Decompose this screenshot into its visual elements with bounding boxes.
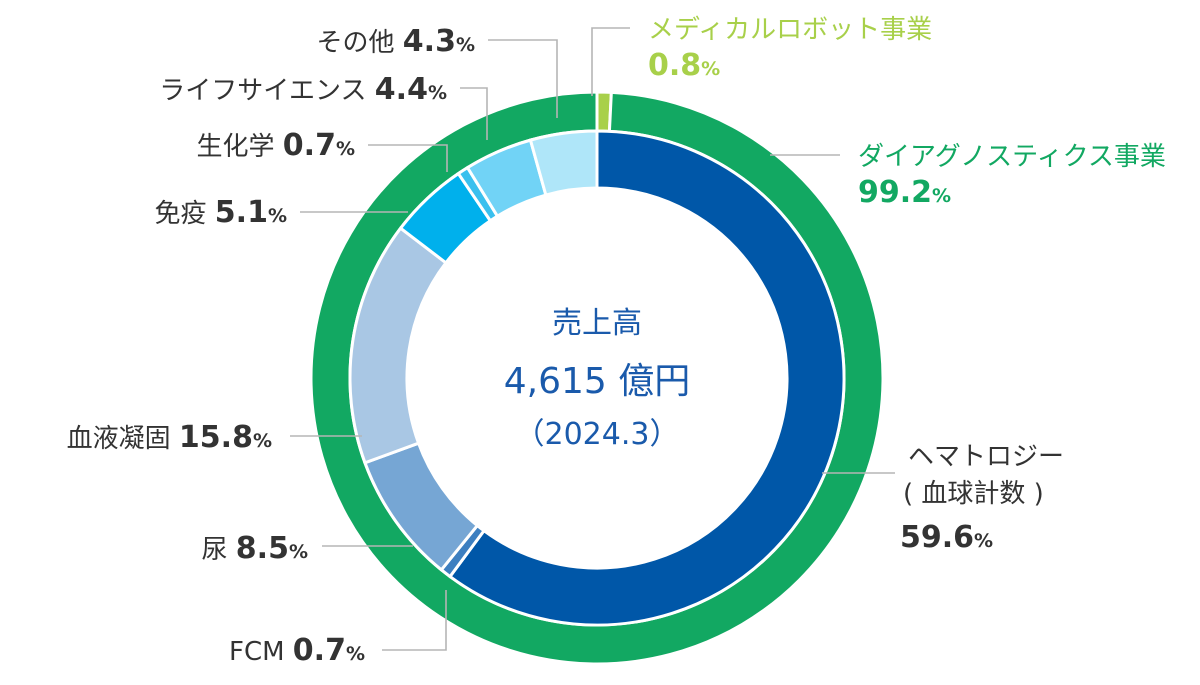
- label-fcm-name: FCM: [229, 637, 293, 667]
- label-urine-name: 尿: [202, 535, 236, 565]
- label-medical-robot-name: メディカルロボット事業: [648, 15, 932, 45]
- label-other-value: 4.3: [403, 24, 456, 59]
- label-immunology-value: 5.1: [215, 195, 268, 230]
- label-fcm: FCM 0.7%: [229, 633, 365, 668]
- center-period: （2024.3）: [515, 417, 680, 452]
- label-diagnostics-name: ダイアグノスティクス事業: [858, 142, 1166, 172]
- label-fcm-unit: %: [346, 643, 365, 665]
- label-medical-robot: メディカルロボット事業: [648, 15, 932, 45]
- label-urine-unit: %: [289, 541, 308, 563]
- label-biochemistry-unit: %: [336, 138, 355, 160]
- leader-lines: [290, 27, 895, 651]
- label-hematology-value-unit: %: [974, 530, 993, 552]
- label-other-unit: %: [456, 34, 475, 56]
- product-segment-ring: [348, 129, 846, 627]
- label-other: その他 4.3%: [317, 24, 475, 59]
- label-life-science-unit: %: [428, 82, 447, 104]
- label-immunology-name: 免疫: [155, 199, 215, 229]
- label-medical-robot-value-unit: %: [701, 58, 720, 80]
- label-diagnostics: ダイアグノスティクス事業: [858, 142, 1166, 172]
- label-diagnostics-value-unit: %: [932, 185, 951, 207]
- leader-other: [488, 39, 558, 118]
- label-life-science-value: 4.4: [375, 72, 428, 107]
- label-diagnostics-value: 99.2%: [858, 175, 951, 210]
- label-medical-robot-value: 0.8%: [648, 48, 720, 83]
- label-hematology-value-value: 59.6: [900, 520, 974, 555]
- label-life-science-name: ライフサイエンス: [159, 76, 375, 106]
- leader-medical-robot: [591, 27, 630, 96]
- label-urine-value: 8.5: [236, 531, 289, 566]
- leader-biochemistry: [368, 144, 448, 172]
- label-biochemistry-value: 0.7: [283, 128, 336, 163]
- label-coagulation-unit: %: [253, 430, 272, 452]
- label-diagnostics-value-value: 99.2: [858, 175, 932, 210]
- label-medical-robot-value-value: 0.8: [648, 48, 701, 83]
- label-biochemistry: 生化学 0.7%: [197, 128, 355, 163]
- leader-fcm: [382, 590, 447, 651]
- label-immunology-unit: %: [268, 205, 287, 227]
- label-immunology: 免疫 5.1%: [155, 195, 287, 230]
- label-hematology-name: ヘマトロジー: [908, 442, 1064, 472]
- inner-slice-7: [528, 129, 599, 197]
- label-other-name: その他: [317, 28, 403, 58]
- label-biochemistry-name: 生化学: [197, 132, 283, 162]
- label-hematology: ヘマトロジー: [908, 442, 1064, 472]
- label-life-science: ライフサイエンス 4.4%: [159, 72, 447, 107]
- label-coagulation-value: 15.8: [179, 420, 253, 455]
- label-hematology-sub-name: ( 血球計数 ): [903, 479, 1044, 509]
- leader-life-science: [460, 87, 488, 140]
- label-coagulation-name: 血液凝固: [67, 424, 179, 454]
- inner-slice-0: [447, 129, 846, 627]
- center-title: 売上高: [552, 306, 642, 341]
- label-fcm-value: 0.7: [293, 633, 346, 668]
- label-urine: 尿 8.5%: [202, 531, 308, 566]
- label-hematology-value: 59.6%: [900, 520, 993, 555]
- center-amount: 4,615 億円: [504, 361, 691, 402]
- label-hematology-sub: ( 血球計数 ): [903, 479, 1044, 509]
- label-coagulation: 血液凝固 15.8%: [67, 420, 272, 455]
